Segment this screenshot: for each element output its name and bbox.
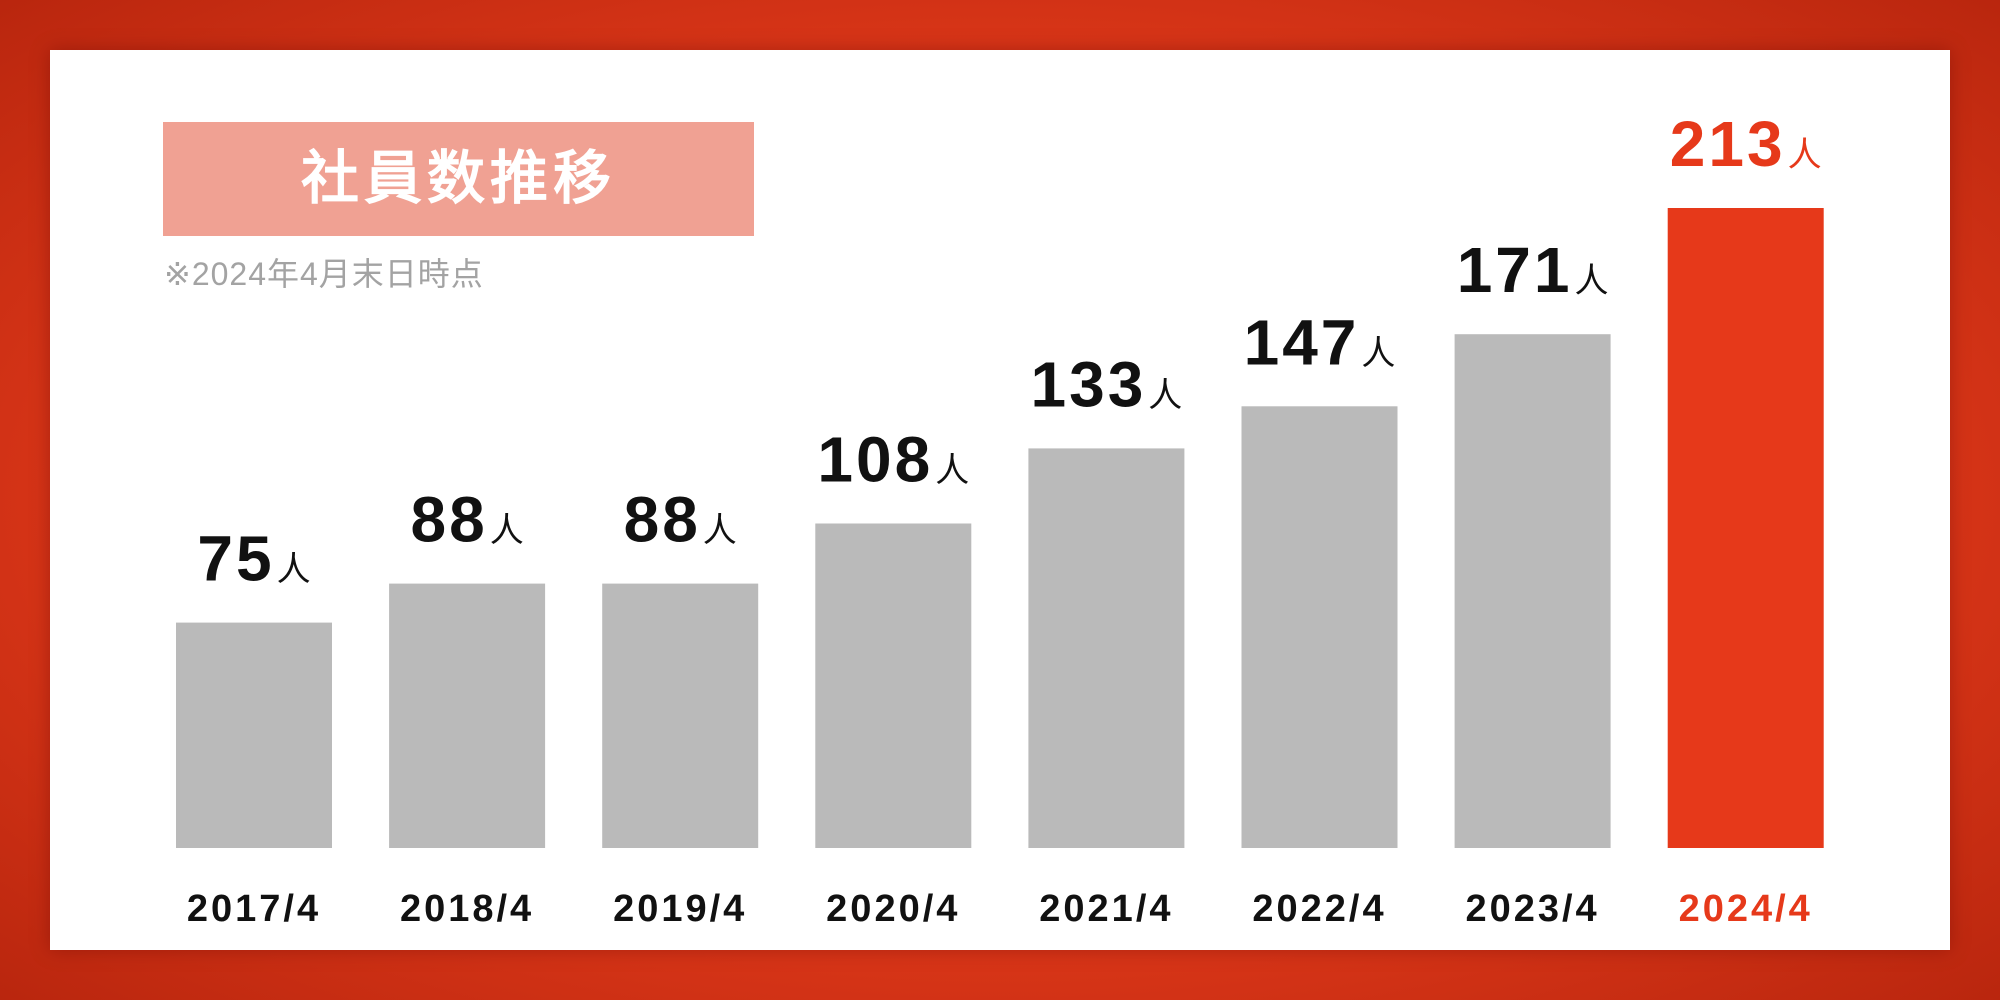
value-number: 147 <box>1244 306 1360 378</box>
value-label-2024-4: 213人 <box>1670 108 1822 180</box>
value-label-2021-4: 133人 <box>1031 348 1183 420</box>
bar-2017-4 <box>176 622 332 848</box>
value-number: 213 <box>1670 108 1786 180</box>
value-number: 171 <box>1457 234 1573 306</box>
value-label-2017-4: 75人 <box>197 523 310 595</box>
value-unit: 人 <box>1148 376 1182 414</box>
value-unit: 人 <box>1788 136 1822 174</box>
value-unit: 人 <box>935 452 969 490</box>
bar-2020-4 <box>815 523 972 848</box>
bar-2022-4 <box>1241 406 1398 848</box>
bar-2024-4 <box>1667 208 1824 848</box>
bar-2021-4 <box>1028 448 1185 848</box>
value-unit: 人 <box>490 512 524 550</box>
value-number: 133 <box>1031 348 1147 420</box>
value-label-2019-4: 88人 <box>624 484 737 556</box>
x-tick-label-2022-4: 2022/4 <box>1252 888 1386 930</box>
x-tick-label-2020-4: 2020/4 <box>826 888 960 930</box>
value-number: 88 <box>411 484 488 556</box>
value-number: 88 <box>624 484 701 556</box>
x-tick-label-2024-4: 2024/4 <box>1679 888 1813 930</box>
value-unit: 人 <box>277 551 311 589</box>
x-tick-label-2018-4: 2018/4 <box>400 888 534 930</box>
value-label-2022-4: 147人 <box>1244 306 1396 378</box>
value-label-2018-4: 88人 <box>411 484 524 556</box>
value-unit: 人 <box>703 512 737 550</box>
value-label-2020-4: 108人 <box>817 424 969 496</box>
x-tick-label-2023-4: 2023/4 <box>1465 888 1599 930</box>
x-tick-label-2017-4: 2017/4 <box>187 888 321 930</box>
chart-title: 社員数推移 <box>300 146 616 211</box>
value-number: 75 <box>197 523 274 595</box>
bar-2023-4 <box>1454 334 1611 848</box>
value-label-2023-4: 171人 <box>1457 234 1609 306</box>
x-tick-label-2019-4: 2019/4 <box>613 888 747 930</box>
x-tick-label-2021-4: 2021/4 <box>1039 888 1173 930</box>
chart-note: ※2024年4月末日時点 <box>164 256 484 292</box>
bar-2019-4 <box>602 583 759 848</box>
value-unit: 人 <box>1361 334 1395 372</box>
value-number: 108 <box>817 424 933 496</box>
title-box: 社員数推移 <box>163 122 754 236</box>
value-unit: 人 <box>1574 262 1608 300</box>
bar-2018-4 <box>389 583 546 848</box>
